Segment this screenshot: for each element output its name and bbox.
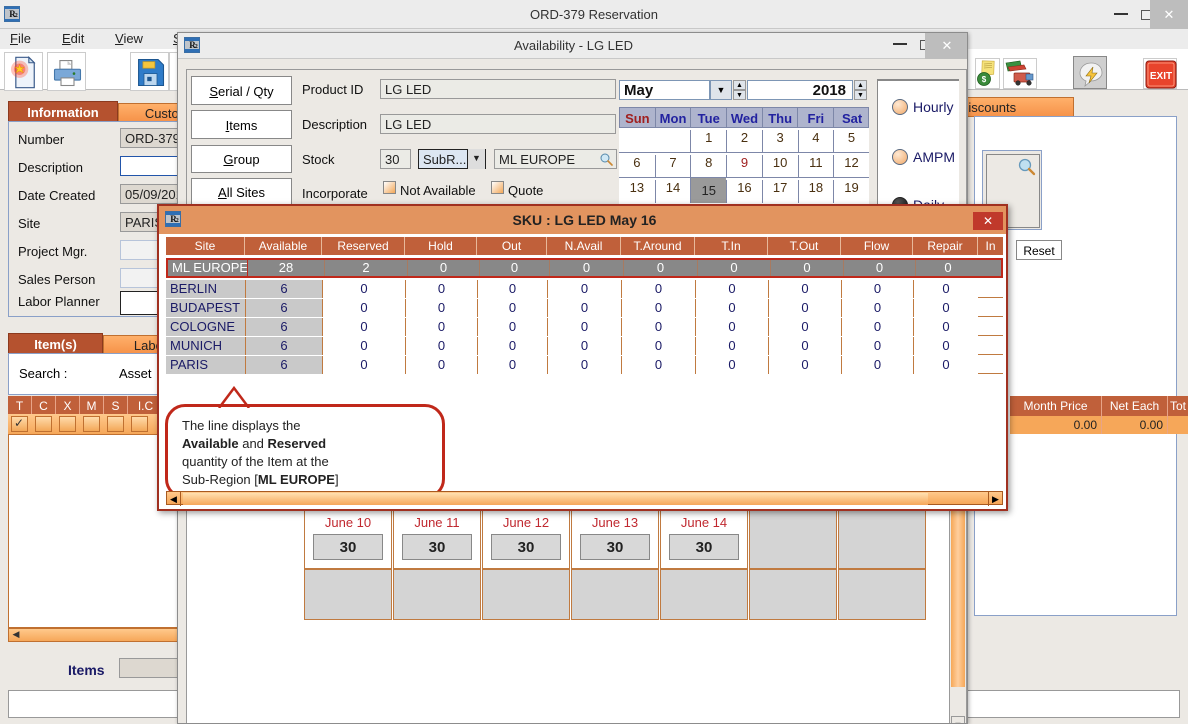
svg-text:$: $ — [982, 75, 987, 84]
svg-text:EXIT: EXIT — [1150, 71, 1172, 82]
